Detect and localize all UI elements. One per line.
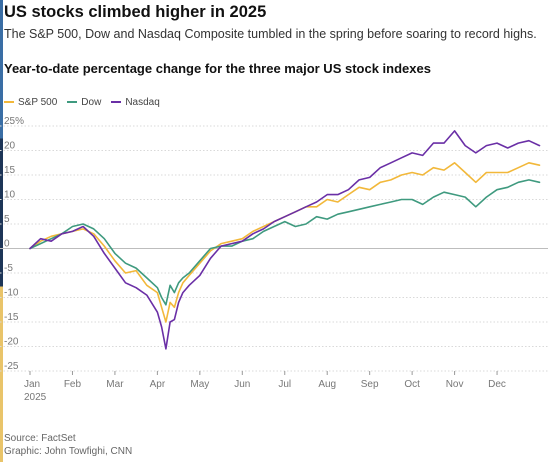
y-tick-label: 10	[4, 190, 16, 201]
x-tick-label: Oct	[404, 379, 420, 390]
x-tick-label: Mar	[106, 379, 124, 390]
legend-item-s-p-500: S&P 500	[4, 97, 57, 108]
x-tick-label: Dec	[488, 379, 506, 390]
x-tick-label: Aug	[318, 379, 336, 390]
series-line-dow	[29, 179, 541, 306]
y-tick-label: 0	[4, 239, 10, 250]
y-tick-label: 25%	[4, 116, 24, 127]
y-tick-label: 5	[4, 214, 10, 225]
source-note: Source: FactSet	[4, 433, 76, 444]
legend-swatch-s-p-500	[4, 101, 14, 103]
x-tick-label: Jun	[234, 379, 250, 390]
legend-swatch-nasdaq	[111, 101, 122, 103]
x-tick-year-label: 2025	[24, 392, 47, 403]
page-subtitle: The S&P 500, Dow and Nasdaq Composite tu…	[4, 27, 537, 41]
line-chart: -25 -20 -15 -10 -5 0 5 10 15 20 25% Jan Feb Mar Apr May…	[0, 116, 548, 403]
x-tick-label: Jul	[278, 379, 291, 390]
x-tick-label: Nov	[446, 379, 464, 390]
legend-label-dow: Dow	[81, 96, 102, 108]
series-line-nasdaq	[29, 130, 541, 350]
series-line-s-p-500	[29, 161, 541, 323]
x-tick-label: Feb	[64, 379, 82, 390]
legend-swatch-dow	[67, 101, 78, 103]
legend-label-nasdaq: Nasdaq	[125, 96, 160, 108]
x-tick-label: Jan	[24, 379, 40, 390]
x-tick-label: May	[190, 379, 209, 390]
y-tick-label: 20	[4, 141, 16, 152]
y-tick-label: -25	[4, 361, 19, 372]
x-tick-label: Apr	[150, 379, 166, 390]
legend-label-s-p-500: S&P 500	[18, 96, 58, 108]
legend-item-nasdaq: Nasdaq	[111, 96, 160, 108]
chart-heading: Year-to-date percentage change for the t…	[4, 61, 431, 76]
y-tick-label: -10	[4, 288, 19, 299]
page-title: US stocks climbed higher in 2025	[4, 3, 267, 21]
x-tick-label: Sep	[361, 379, 379, 390]
y-tick-label: -15	[4, 312, 19, 323]
chart-legend: S&P 500 Dow Nasdaq	[4, 95, 170, 109]
legend-item-dow: Dow	[67, 97, 101, 108]
y-tick-label: 15	[4, 165, 16, 176]
y-tick-label: -20	[4, 337, 19, 348]
left-edge-strip	[0, 0, 3, 462]
y-tick-label: -5	[4, 263, 13, 274]
graphic-credit: Graphic: John Towfighi, CNN	[4, 446, 133, 457]
